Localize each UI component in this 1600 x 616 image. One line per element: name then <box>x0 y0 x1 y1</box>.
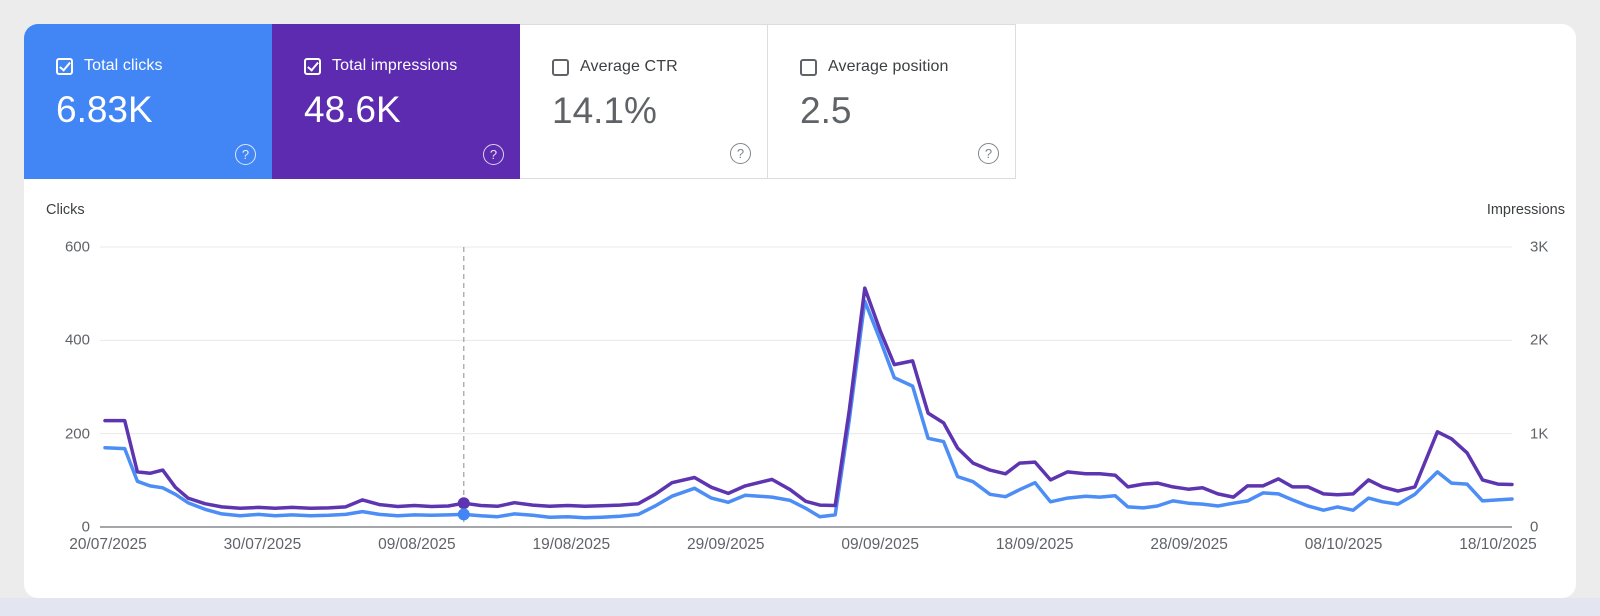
metric-card-average-position[interactable]: Average position 2.5 ? <box>768 24 1016 179</box>
x-axis-tick: 09/08/2025 <box>378 536 456 553</box>
x-axis-tick: 19/08/2025 <box>532 536 611 553</box>
metric-card-total-clicks[interactable]: Total clicks 6.83K ? <box>24 24 272 179</box>
help-icon[interactable]: ? <box>978 143 999 164</box>
left-axis-tick: 400 <box>64 331 90 349</box>
checkbox-unchecked-icon[interactable] <box>800 58 817 76</box>
checkbox-checked-icon[interactable] <box>56 57 73 75</box>
checkbox-checked-icon[interactable] <box>304 57 321 75</box>
x-axis-tick: 18/10/2025 <box>1459 536 1537 553</box>
x-axis-tick: 20/07/2025 <box>69 536 147 553</box>
help-icon[interactable]: ? <box>235 144 256 165</box>
right-axis-tick: 2K <box>1530 331 1549 349</box>
metric-value: 6.83K <box>56 89 153 130</box>
impressions-line <box>103 286 1514 511</box>
x-axis-tick: 09/09/2025 <box>841 536 920 553</box>
right-axis-tick: 3K <box>1530 238 1549 256</box>
metric-value: 2.5 <box>800 90 852 131</box>
metric-card-header: Total clicks <box>56 57 252 75</box>
checkbox-unchecked-icon[interactable] <box>552 58 569 76</box>
left-axis-tick: 0 <box>81 518 90 536</box>
x-axis-tick: 18/09/2025 <box>995 536 1074 553</box>
x-axis-tick: 30/07/2025 <box>223 536 302 553</box>
right-axis-tick: 1K <box>1530 425 1549 443</box>
x-axis-tick: 28/09/2025 <box>1150 536 1228 553</box>
left-axis-tick: 200 <box>64 425 90 443</box>
page-background-strip <box>0 598 1600 616</box>
metric-value: 48.6K <box>304 89 401 130</box>
metric-label: Total clicks <box>84 57 163 74</box>
metric-card-average-ctr[interactable]: Average CTR 14.1% ? <box>520 24 768 179</box>
right-axis-title: Impressions <box>1486 202 1565 218</box>
x-axis-tick: 08/10/2025 <box>1304 536 1383 553</box>
metric-value: 14.1% <box>552 90 657 131</box>
metric-card-total-impressions[interactable]: Total impressions 48.6K ? <box>272 24 520 179</box>
clicks-marker-dot <box>457 508 470 521</box>
help-icon[interactable]: ? <box>730 143 751 164</box>
metric-label: Average position <box>828 58 949 75</box>
left-axis-tick: 600 <box>64 238 90 256</box>
help-icon[interactable]: ? <box>483 144 504 165</box>
metric-card-header: Average CTR <box>552 58 747 76</box>
metric-label: Total impressions <box>332 57 458 74</box>
metric-card-header: Average position <box>800 58 995 76</box>
performance-panel: Total clicks 6.83K ? Total impressions 4… <box>24 24 1576 598</box>
impressions-marker-dot <box>457 497 470 510</box>
right-axis-tick: 0 <box>1530 518 1539 536</box>
x-axis-tick: 29/09/2025 <box>686 536 765 553</box>
metrics-cards-row: Total clicks 6.83K ? Total impressions 4… <box>24 24 1016 179</box>
left-axis-title: Clicks <box>46 202 85 218</box>
metric-label: Average CTR <box>580 58 678 75</box>
performance-line-chart[interactable] <box>24 24 1576 598</box>
metric-card-header: Total impressions <box>304 57 500 75</box>
